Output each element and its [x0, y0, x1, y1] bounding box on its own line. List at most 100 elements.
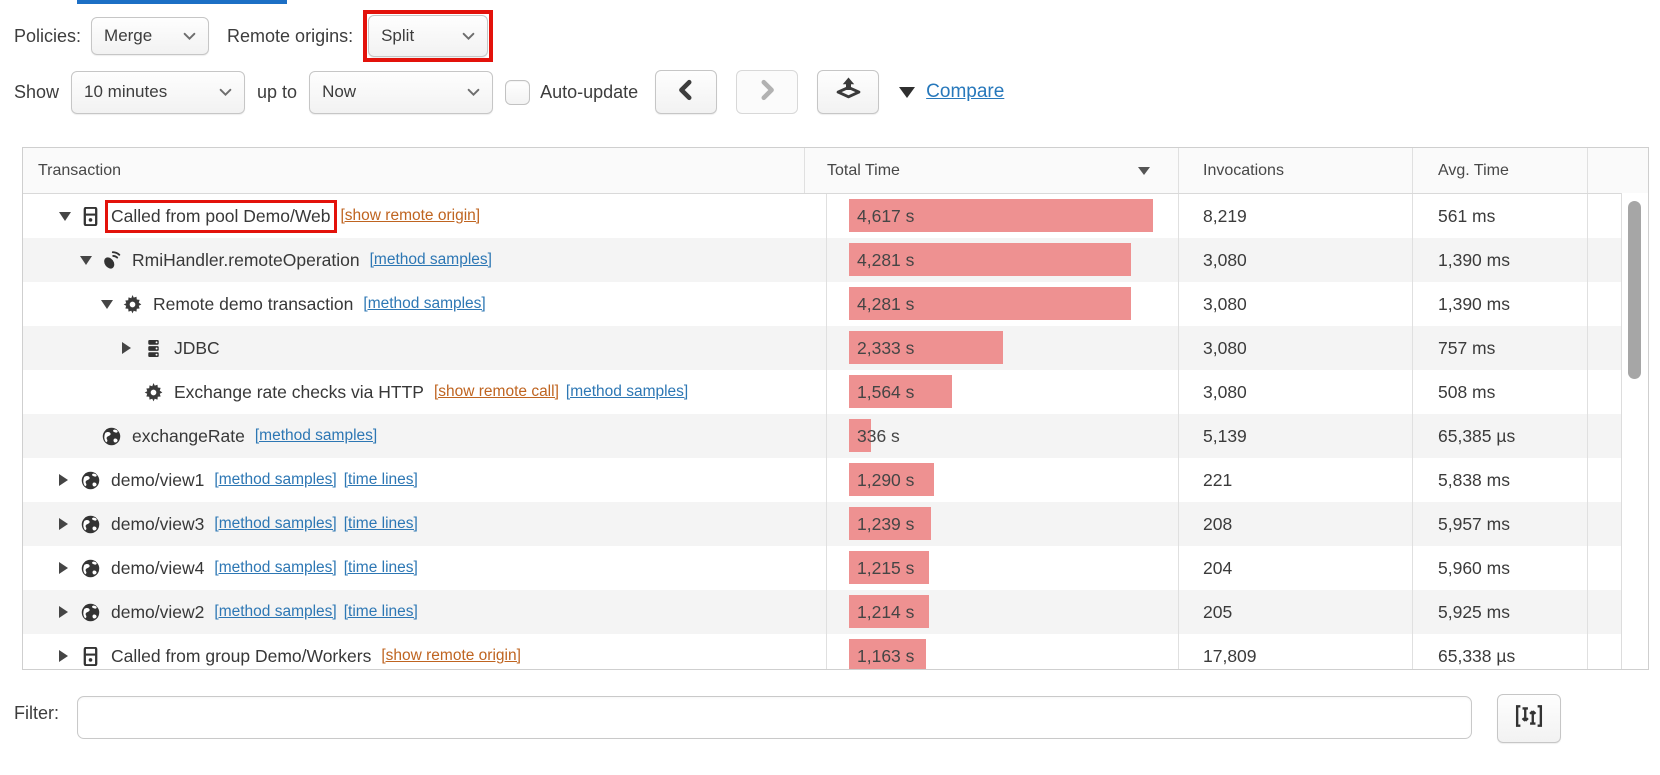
transaction-label: demo/view3	[111, 513, 205, 534]
column-header-total-time[interactable]: Total Time	[804, 148, 1178, 193]
globe-icon	[81, 471, 100, 490]
filter-input[interactable]	[77, 696, 1472, 739]
transaction-link[interactable]: [time lines]	[343, 471, 418, 488]
column-header-label: Total Time	[827, 161, 900, 179]
tree-expander-icon[interactable]	[59, 562, 81, 574]
transaction-link[interactable]: [time lines]	[343, 515, 418, 532]
transaction-label: Remote demo transaction	[153, 293, 354, 314]
avg-time-value: 1,390 ms	[1438, 249, 1510, 270]
up-to-select[interactable]: Now	[309, 70, 494, 114]
total-time-value: 4,281 s	[857, 249, 915, 270]
compare-link[interactable]: Compare	[926, 81, 1005, 102]
gear-icon	[123, 294, 142, 314]
transaction-link[interactable]: [time lines]	[343, 603, 418, 620]
tree-expander-icon[interactable]	[59, 474, 81, 486]
transaction-cell: Called from group Demo/Workers [show rem…	[23, 634, 826, 669]
total-time-value: 1,564 s	[857, 381, 915, 402]
avg-time-value: 508 ms	[1438, 381, 1496, 402]
invocations-cell: 208	[1178, 502, 1412, 546]
remote-origins-select[interactable]: Split	[368, 15, 489, 57]
tree-expander-icon[interactable]	[59, 212, 81, 221]
transaction-links: [method samples] [time lines]	[214, 515, 417, 533]
filler-cell	[1587, 458, 1648, 502]
avg-time-value: 757 ms	[1438, 337, 1496, 358]
scrollbar-thumb[interactable]	[1628, 201, 1641, 379]
vertical-scrollbar[interactable]	[1621, 193, 1648, 669]
total-time-cell: 2,333 s	[826, 326, 1178, 370]
transaction-label-highlighted: Called from pool Demo/Web	[105, 199, 337, 233]
policies-label: Policies:	[14, 25, 82, 46]
avg-time-cell: 5,957 ms	[1412, 502, 1587, 546]
table-row: JDBC 2,333 s 3,080 757 ms	[23, 326, 1648, 370]
chevron-right-icon	[756, 79, 778, 106]
total-time-bar	[849, 243, 1131, 276]
avg-time-cell: 508 ms	[1412, 370, 1587, 414]
transaction-cell: demo/view1 [method samples] [time lines]	[23, 458, 826, 502]
avg-time-value: 5,960 ms	[1438, 557, 1510, 578]
column-header-avg-time[interactable]: Avg. Time	[1412, 148, 1587, 193]
total-time-value: 1,163 s	[857, 645, 915, 666]
transaction-link[interactable]: [method samples]	[363, 295, 486, 312]
invocations-value: 3,080	[1203, 293, 1247, 314]
filter-compare-button[interactable]	[1497, 694, 1561, 743]
transaction-link[interactable]: [show remote origin]	[340, 207, 481, 224]
avg-time-cell: 561 ms	[1412, 194, 1587, 238]
transaction-link[interactable]: [method samples]	[214, 471, 337, 488]
policies-selected-value: Merge	[104, 26, 153, 45]
invocations-value: 3,080	[1203, 381, 1247, 402]
total-time-value: 4,281 s	[857, 293, 915, 314]
up-to-selected-value: Now	[322, 82, 357, 101]
transaction-label: demo/view4	[111, 557, 205, 578]
column-header-invocations[interactable]: Invocations	[1178, 148, 1412, 193]
transaction-link[interactable]: [method samples]	[214, 603, 337, 620]
table-header: Transaction Total Time Invocations Avg. …	[23, 148, 1648, 194]
invocations-value: 17,809	[1203, 645, 1257, 666]
compare-expander-icon[interactable]	[899, 86, 916, 98]
transaction-link[interactable]: [method samples]	[214, 515, 337, 532]
step-forward-button[interactable]	[736, 70, 799, 114]
table-body: Called from pool Demo/Web [show remote o…	[23, 194, 1648, 669]
transaction-link[interactable]: [show remote call]	[433, 383, 559, 400]
transaction-cell: RmiHandler.remoteOperation [method sampl…	[23, 238, 826, 282]
total-time-value: 4,617 s	[857, 205, 915, 226]
transaction-link[interactable]: [time lines]	[343, 559, 418, 576]
avg-time-value: 5,957 ms	[1438, 513, 1510, 534]
transaction-link[interactable]: [method samples]	[565, 383, 689, 400]
transaction-link[interactable]: [show remote origin]	[381, 647, 521, 664]
export-button[interactable]	[817, 70, 880, 114]
invocations-value: 204	[1203, 557, 1233, 578]
avg-time-value: 561 ms	[1438, 205, 1496, 226]
total-time-bar	[849, 375, 952, 408]
time-range-select[interactable]: 10 minutes	[71, 70, 246, 114]
auto-update-checkbox[interactable]	[505, 79, 531, 105]
tree-expander-icon[interactable]	[59, 518, 81, 530]
total-time-cell: 1,564 s	[826, 370, 1178, 414]
transaction-links: [method samples] [time lines]	[214, 471, 417, 489]
step-back-button[interactable]	[655, 70, 718, 114]
column-header-filler	[1587, 148, 1648, 193]
tree-expander-icon[interactable]	[59, 650, 81, 662]
policies-select[interactable]: Merge	[91, 17, 210, 55]
history-buttons	[655, 70, 880, 114]
total-time-cell: 1,214 s	[826, 590, 1178, 634]
chevron-left-icon	[675, 79, 697, 106]
pool-icon	[81, 206, 100, 226]
filter-bar: Filter:	[0, 692, 1660, 744]
globe-icon	[102, 427, 121, 446]
time-range-toolbar: Show 10 minutes up to Now Auto-update	[14, 69, 1004, 115]
database-icon	[144, 339, 163, 358]
tree-expander-icon[interactable]	[80, 256, 102, 265]
table-row: Called from group Demo/Workers [show rem…	[23, 634, 1648, 669]
tree-expander-icon[interactable]	[59, 606, 81, 618]
annotation-red-box-split: Split	[363, 10, 494, 62]
transaction-link[interactable]: [method samples]	[254, 427, 378, 444]
tree-expander-icon[interactable]	[101, 300, 123, 309]
column-header-transaction[interactable]: Transaction	[23, 148, 804, 193]
tree-expander-icon[interactable]	[122, 342, 144, 354]
filler-cell	[1587, 370, 1648, 414]
transaction-link[interactable]: [method samples]	[214, 559, 337, 576]
sort-desc-icon	[1138, 166, 1150, 175]
avg-time-cell: 5,838 ms	[1412, 458, 1587, 502]
transaction-link[interactable]: [method samples]	[369, 251, 492, 268]
transaction-links: [show remote origin]	[341, 207, 481, 225]
